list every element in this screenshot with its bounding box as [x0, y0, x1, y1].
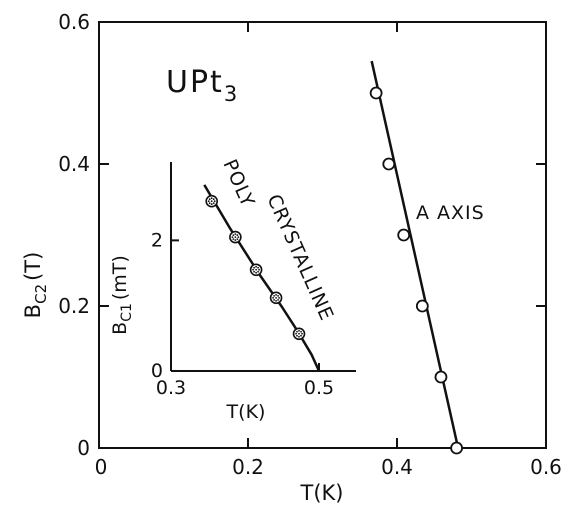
y-title-sub: C2 — [32, 284, 50, 304]
a-axis-data-point — [383, 159, 394, 170]
series-label-a-axis: A AXIS — [416, 202, 485, 224]
svg-text:BC2(T): BC2 (T) — [21, 252, 50, 319]
inset-y-tick-label: 2 — [151, 229, 163, 251]
a-axis-fit-line — [372, 61, 458, 448]
inset-annotation-crystalline: CRYSTALLINE — [262, 191, 337, 324]
a-axis-data-point — [451, 443, 462, 454]
x-tick-label: 0.4 — [381, 455, 413, 479]
a-axis-data-point — [417, 301, 428, 312]
y-tick-label: 0 — [77, 436, 90, 460]
main-tick-labels: 0 0.2 0.4 0.6 0 0.2 0.4 0.6 — [58, 10, 562, 479]
inset-y-title-sub: C1 — [119, 303, 135, 322]
polycrystalline-data-point — [206, 196, 217, 207]
svg-text:BC1(mT): BC1 (mT) — [109, 255, 135, 335]
title-main: UPt — [166, 65, 224, 100]
main-y-axis-title: BC2 (T) — [21, 252, 50, 319]
polycrystalline-data-point — [294, 328, 305, 339]
y-tick-label: 0.4 — [58, 152, 90, 176]
inset-x-tick-label: 0.5 — [304, 377, 334, 399]
title-sub: 3 — [224, 82, 239, 106]
inset-x-axis-title: T(K) — [226, 401, 266, 423]
polycrystalline-data-point — [230, 232, 241, 243]
main-series — [371, 61, 462, 453]
y-tick-label: 0.6 — [58, 10, 90, 34]
y-title-unit: (T) — [21, 252, 45, 281]
x-tick-label: 0.2 — [232, 455, 264, 479]
polycrystalline-data-point — [251, 264, 262, 275]
inset: 0.3 0.502 BC1(mT) T(K) POLY CRYSTALLINE — [109, 156, 356, 423]
inset-annotation-poly: POLY — [218, 156, 258, 211]
a-axis-data-point — [435, 372, 446, 383]
y-tick-label: 0.2 — [58, 294, 90, 318]
inset-y-title-unit: (mT) — [109, 255, 131, 300]
a-axis-data-point — [371, 88, 382, 99]
chart-title: UPt3 — [166, 65, 239, 106]
inset-y-title-main: B — [109, 322, 131, 335]
main-x-axis-title: T(K) — [300, 481, 344, 505]
a-axis-data-point — [398, 230, 409, 241]
inset-y-tick-label: 0 — [151, 360, 163, 382]
x-tick-label: 0.6 — [530, 455, 562, 479]
x-tick-label: 0 — [95, 455, 108, 479]
inset-y-axis-title: BC1 (mT) — [109, 255, 135, 335]
polycrystalline-data-point — [271, 292, 282, 303]
y-title-main: B — [21, 304, 45, 318]
